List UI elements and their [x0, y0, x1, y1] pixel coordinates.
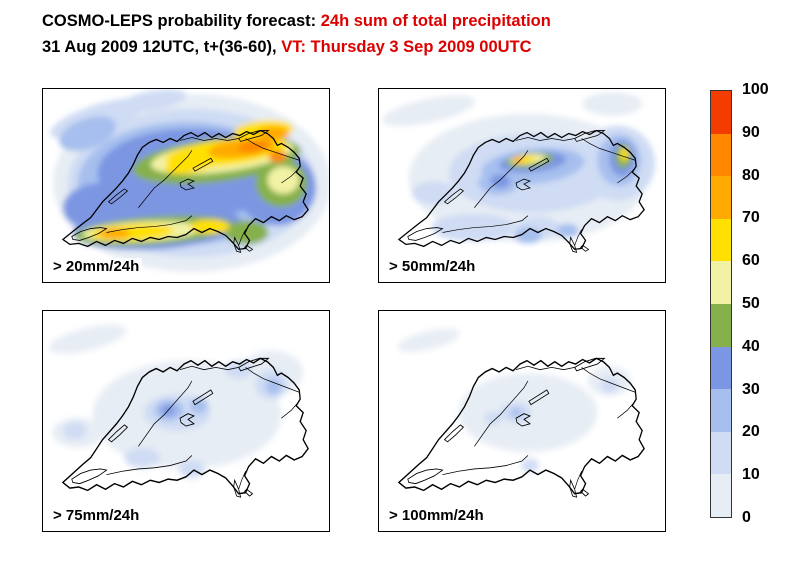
probability-blob: [582, 91, 643, 116]
probability-blob: [62, 421, 87, 440]
colorbar-block: [711, 431, 731, 475]
colorbar-tick-label: 40: [742, 337, 760, 355]
panel-threshold-label: > 50mm/24h: [386, 258, 479, 275]
colorbar-tick-label: 80: [742, 166, 760, 184]
panel-threshold-label: > 75mm/24h: [50, 507, 143, 524]
probability-field: [397, 328, 632, 473]
probability-blob: [257, 126, 290, 141]
colorbar-block: [711, 389, 731, 432]
colorbar-tick-label: 60: [742, 252, 760, 270]
colorbar-tick-label: 90: [742, 123, 760, 141]
colorbar-block: [711, 218, 731, 262]
probability-blob: [98, 228, 131, 239]
title-block: COSMO-LEPS probability forecast: 24h sum…: [42, 8, 551, 60]
probability-blob: [600, 377, 619, 394]
probability-blob: [179, 459, 205, 478]
probability-blob: [124, 447, 161, 468]
probability-blob: [59, 116, 117, 151]
map-canvas-75mm: [48, 324, 309, 498]
colorbar-block: [711, 91, 731, 134]
probability-blob: [490, 174, 511, 188]
probability-field: [50, 89, 329, 273]
colorbar-tick-label: 70: [742, 209, 760, 227]
probability-blob: [237, 140, 270, 153]
probability-blob: [164, 154, 216, 175]
colorbar-tick-label: 10: [742, 466, 760, 484]
colorbar-block: [711, 346, 731, 390]
probability-blob: [117, 89, 187, 113]
colorbar-tick-label: 20: [742, 423, 760, 441]
colorbar: 100 90 80 70 60 50 40 30 20 10 0: [710, 81, 794, 526]
colorbar-tick-label: 30: [742, 380, 760, 398]
map-panel-20mm: > 20mm/24h: [42, 88, 330, 283]
probability-blob: [224, 220, 269, 245]
colorbar-tick-label: 0: [742, 509, 751, 526]
map-canvas-50mm: [381, 91, 656, 253]
title-valid-time: VT: Thursday 3 Sep 2009 00UTC: [281, 38, 532, 56]
probability-blob: [521, 458, 539, 473]
colorbar-tick-label: 50: [742, 295, 760, 312]
probability-blob: [556, 223, 579, 238]
probability-blob: [411, 181, 456, 205]
colorbar-ticks: 100 90 80 70 60 50 40 30 20 10 0: [742, 81, 792, 526]
panel-threshold-label: > 20mm/24h: [50, 258, 143, 275]
colorbar-blocks: [710, 90, 732, 518]
probability-blob: [224, 360, 253, 379]
colorbar-block: [711, 133, 731, 177]
colorbar-block: [711, 261, 731, 304]
probability-blob: [620, 147, 629, 162]
probability-blob: [510, 408, 522, 418]
colorbar-block: [711, 176, 731, 219]
map-panel-75mm: > 75mm/24h: [42, 310, 330, 532]
probability-blob: [189, 219, 230, 234]
probability-blob: [397, 328, 460, 352]
probability-field: [48, 324, 304, 478]
colorbar-block: [711, 303, 731, 347]
panel-threshold-label: > 100mm/24h: [386, 507, 487, 524]
title-line-2: 31 Aug 2009 12UTC, t+(36-60), VT: Thursd…: [42, 34, 551, 60]
map-canvas-100mm: [397, 328, 645, 498]
title-variable: 24h sum of total precipitation: [320, 12, 551, 30]
map-canvas-20mm: [50, 89, 329, 273]
title-init-time: 31 Aug 2009 12UTC, t+(36-60),: [42, 38, 282, 56]
probability-blob: [48, 324, 127, 354]
map-panel-100mm: > 100mm/24h: [378, 310, 666, 532]
probability-blob: [265, 378, 282, 395]
probability-blob: [268, 150, 287, 163]
title-line-1: COSMO-LEPS probability forecast: 24h sum…: [42, 8, 551, 34]
title-product: COSMO-LEPS probability forecast:: [42, 12, 321, 30]
colorbar-tick-label: 100: [742, 81, 769, 98]
probability-blob: [484, 411, 503, 425]
probability-blob: [513, 157, 523, 164]
probability-blob: [267, 166, 300, 194]
probability-blob: [381, 95, 476, 127]
probability-blob: [189, 397, 208, 414]
map-panel-50mm: > 50mm/24h: [378, 88, 666, 283]
colorbar-block: [711, 474, 731, 517]
